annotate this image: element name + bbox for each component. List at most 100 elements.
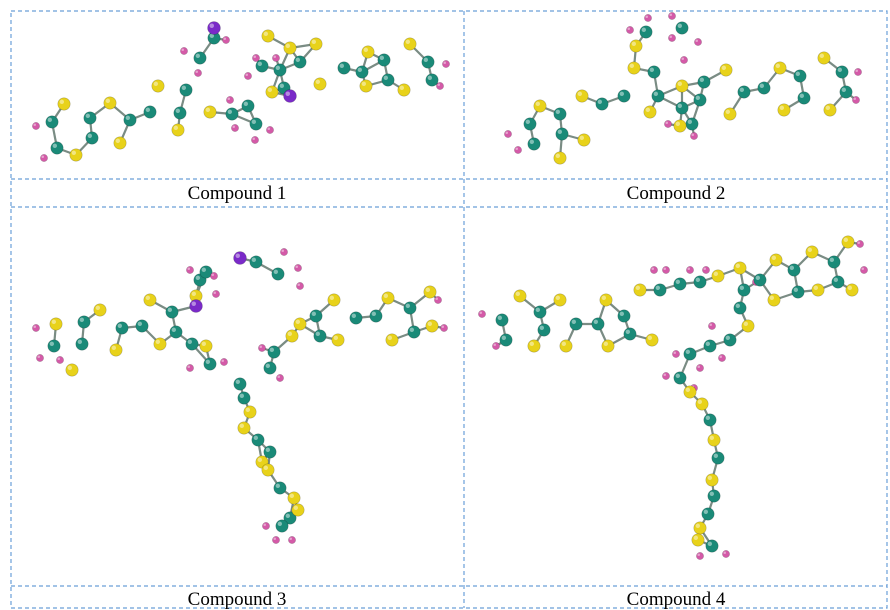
- iodine-atom: [207, 21, 221, 35]
- atom-highlight: [265, 447, 270, 452]
- atom-highlight: [181, 85, 186, 90]
- sulfur-atom: [553, 293, 567, 307]
- atom-highlight: [259, 345, 262, 348]
- atom-highlight: [807, 247, 813, 252]
- atom-highlight: [155, 339, 160, 344]
- atom-highlight: [695, 95, 701, 100]
- hydrogen-atom: [664, 120, 672, 128]
- atom-highlight: [649, 67, 655, 72]
- atom-highlight: [232, 125, 236, 128]
- atom-highlight: [579, 135, 585, 140]
- carbon-atom: [233, 377, 247, 391]
- carbon-atom: [309, 309, 323, 323]
- atom-highlight: [311, 39, 316, 45]
- hydrogen-atom: [856, 240, 864, 248]
- atom-highlight: [95, 305, 100, 310]
- atom-highlight: [847, 285, 853, 290]
- atom-highlight: [719, 355, 722, 358]
- hydrogen-atom: [222, 36, 230, 44]
- atom-highlight: [713, 271, 719, 276]
- carbon-atom: [791, 285, 805, 299]
- atom-highlight: [405, 303, 410, 308]
- atom-highlight: [257, 457, 262, 462]
- atom-highlight: [269, 347, 274, 352]
- atom-highlight: [625, 329, 631, 334]
- atom-highlight: [597, 99, 603, 104]
- carbon-atom: [225, 107, 239, 121]
- atom-highlight: [681, 57, 684, 61]
- hydrogen-atom: [668, 12, 676, 20]
- hydrogen-atom: [194, 69, 202, 77]
- carbon-atom: [705, 539, 719, 553]
- hydrogen-atom: [32, 324, 40, 332]
- atom-highlight: [619, 91, 625, 96]
- atom-highlight: [209, 33, 214, 39]
- atom-highlight: [769, 295, 775, 300]
- sulfur-atom: [385, 333, 399, 347]
- sulfur-atom: [533, 99, 547, 113]
- atom-highlight: [315, 79, 320, 84]
- atom-highlight: [281, 249, 284, 253]
- sulfur-atom: [805, 245, 819, 259]
- hydrogen-atom: [258, 344, 266, 352]
- carbon-atom: [355, 65, 369, 79]
- atom-highlight: [725, 109, 731, 114]
- atom-highlight: [287, 331, 292, 336]
- carbon-atom: [793, 69, 807, 83]
- sulfur-atom: [199, 339, 213, 353]
- sulfur-atom: [691, 533, 705, 547]
- sulfur-atom: [645, 333, 659, 347]
- hydrogen-atom: [296, 282, 304, 290]
- atom-highlight: [755, 275, 761, 280]
- carbon-atom: [199, 265, 213, 279]
- carbon-atom: [693, 93, 707, 107]
- sulfur-atom: [769, 253, 783, 267]
- atom-highlight: [707, 541, 713, 547]
- atom-highlight: [52, 143, 58, 148]
- atom-highlight: [739, 285, 745, 290]
- sulfur-atom: [283, 41, 297, 55]
- sulfur-atom: [577, 133, 591, 147]
- carbon-atom: [337, 61, 351, 75]
- atom-highlight: [235, 379, 240, 384]
- carbon-atom: [143, 105, 157, 119]
- atom-highlight: [703, 509, 709, 514]
- panel-grid: [10, 10, 888, 609]
- atom-highlight: [311, 311, 316, 316]
- atom-highlight: [181, 48, 185, 52]
- atom-highlight: [837, 67, 843, 72]
- atom-highlight: [435, 297, 438, 300]
- hydrogen-atom: [40, 154, 48, 162]
- atom-highlight: [577, 91, 583, 96]
- atom-highlight: [275, 65, 280, 70]
- hydrogen-atom: [288, 536, 296, 544]
- atom-highlight: [555, 153, 561, 158]
- sulfur-atom: [633, 283, 647, 297]
- sulfur-atom: [553, 151, 567, 165]
- carbon-atom: [237, 391, 251, 405]
- sulfur-atom: [513, 289, 527, 303]
- atom-highlight: [663, 373, 666, 376]
- atom-highlight: [635, 285, 641, 290]
- sulfur-atom: [381, 291, 395, 305]
- hydrogen-atom: [231, 124, 239, 132]
- atom-highlight: [279, 83, 284, 88]
- sulfur-atom: [707, 433, 721, 447]
- atom-highlight: [243, 101, 248, 106]
- sulfur-atom: [103, 96, 117, 110]
- carbon-atom: [267, 345, 281, 359]
- atom-highlight: [339, 63, 344, 68]
- hydrogen-atom: [722, 550, 730, 558]
- atom-highlight: [187, 339, 192, 344]
- molecule-compound-1: [32, 21, 450, 162]
- atom-highlight: [293, 505, 298, 510]
- hydrogen-atom: [644, 14, 652, 22]
- hydrogen-atom: [244, 72, 252, 80]
- atom-highlight: [641, 27, 647, 32]
- hydrogen-atom: [702, 266, 710, 274]
- carbon-atom: [697, 75, 711, 89]
- sulfur-atom: [527, 339, 541, 353]
- hydrogen-atom: [252, 54, 260, 62]
- carbon-atom: [839, 85, 853, 99]
- hydrogen-atom: [854, 68, 862, 76]
